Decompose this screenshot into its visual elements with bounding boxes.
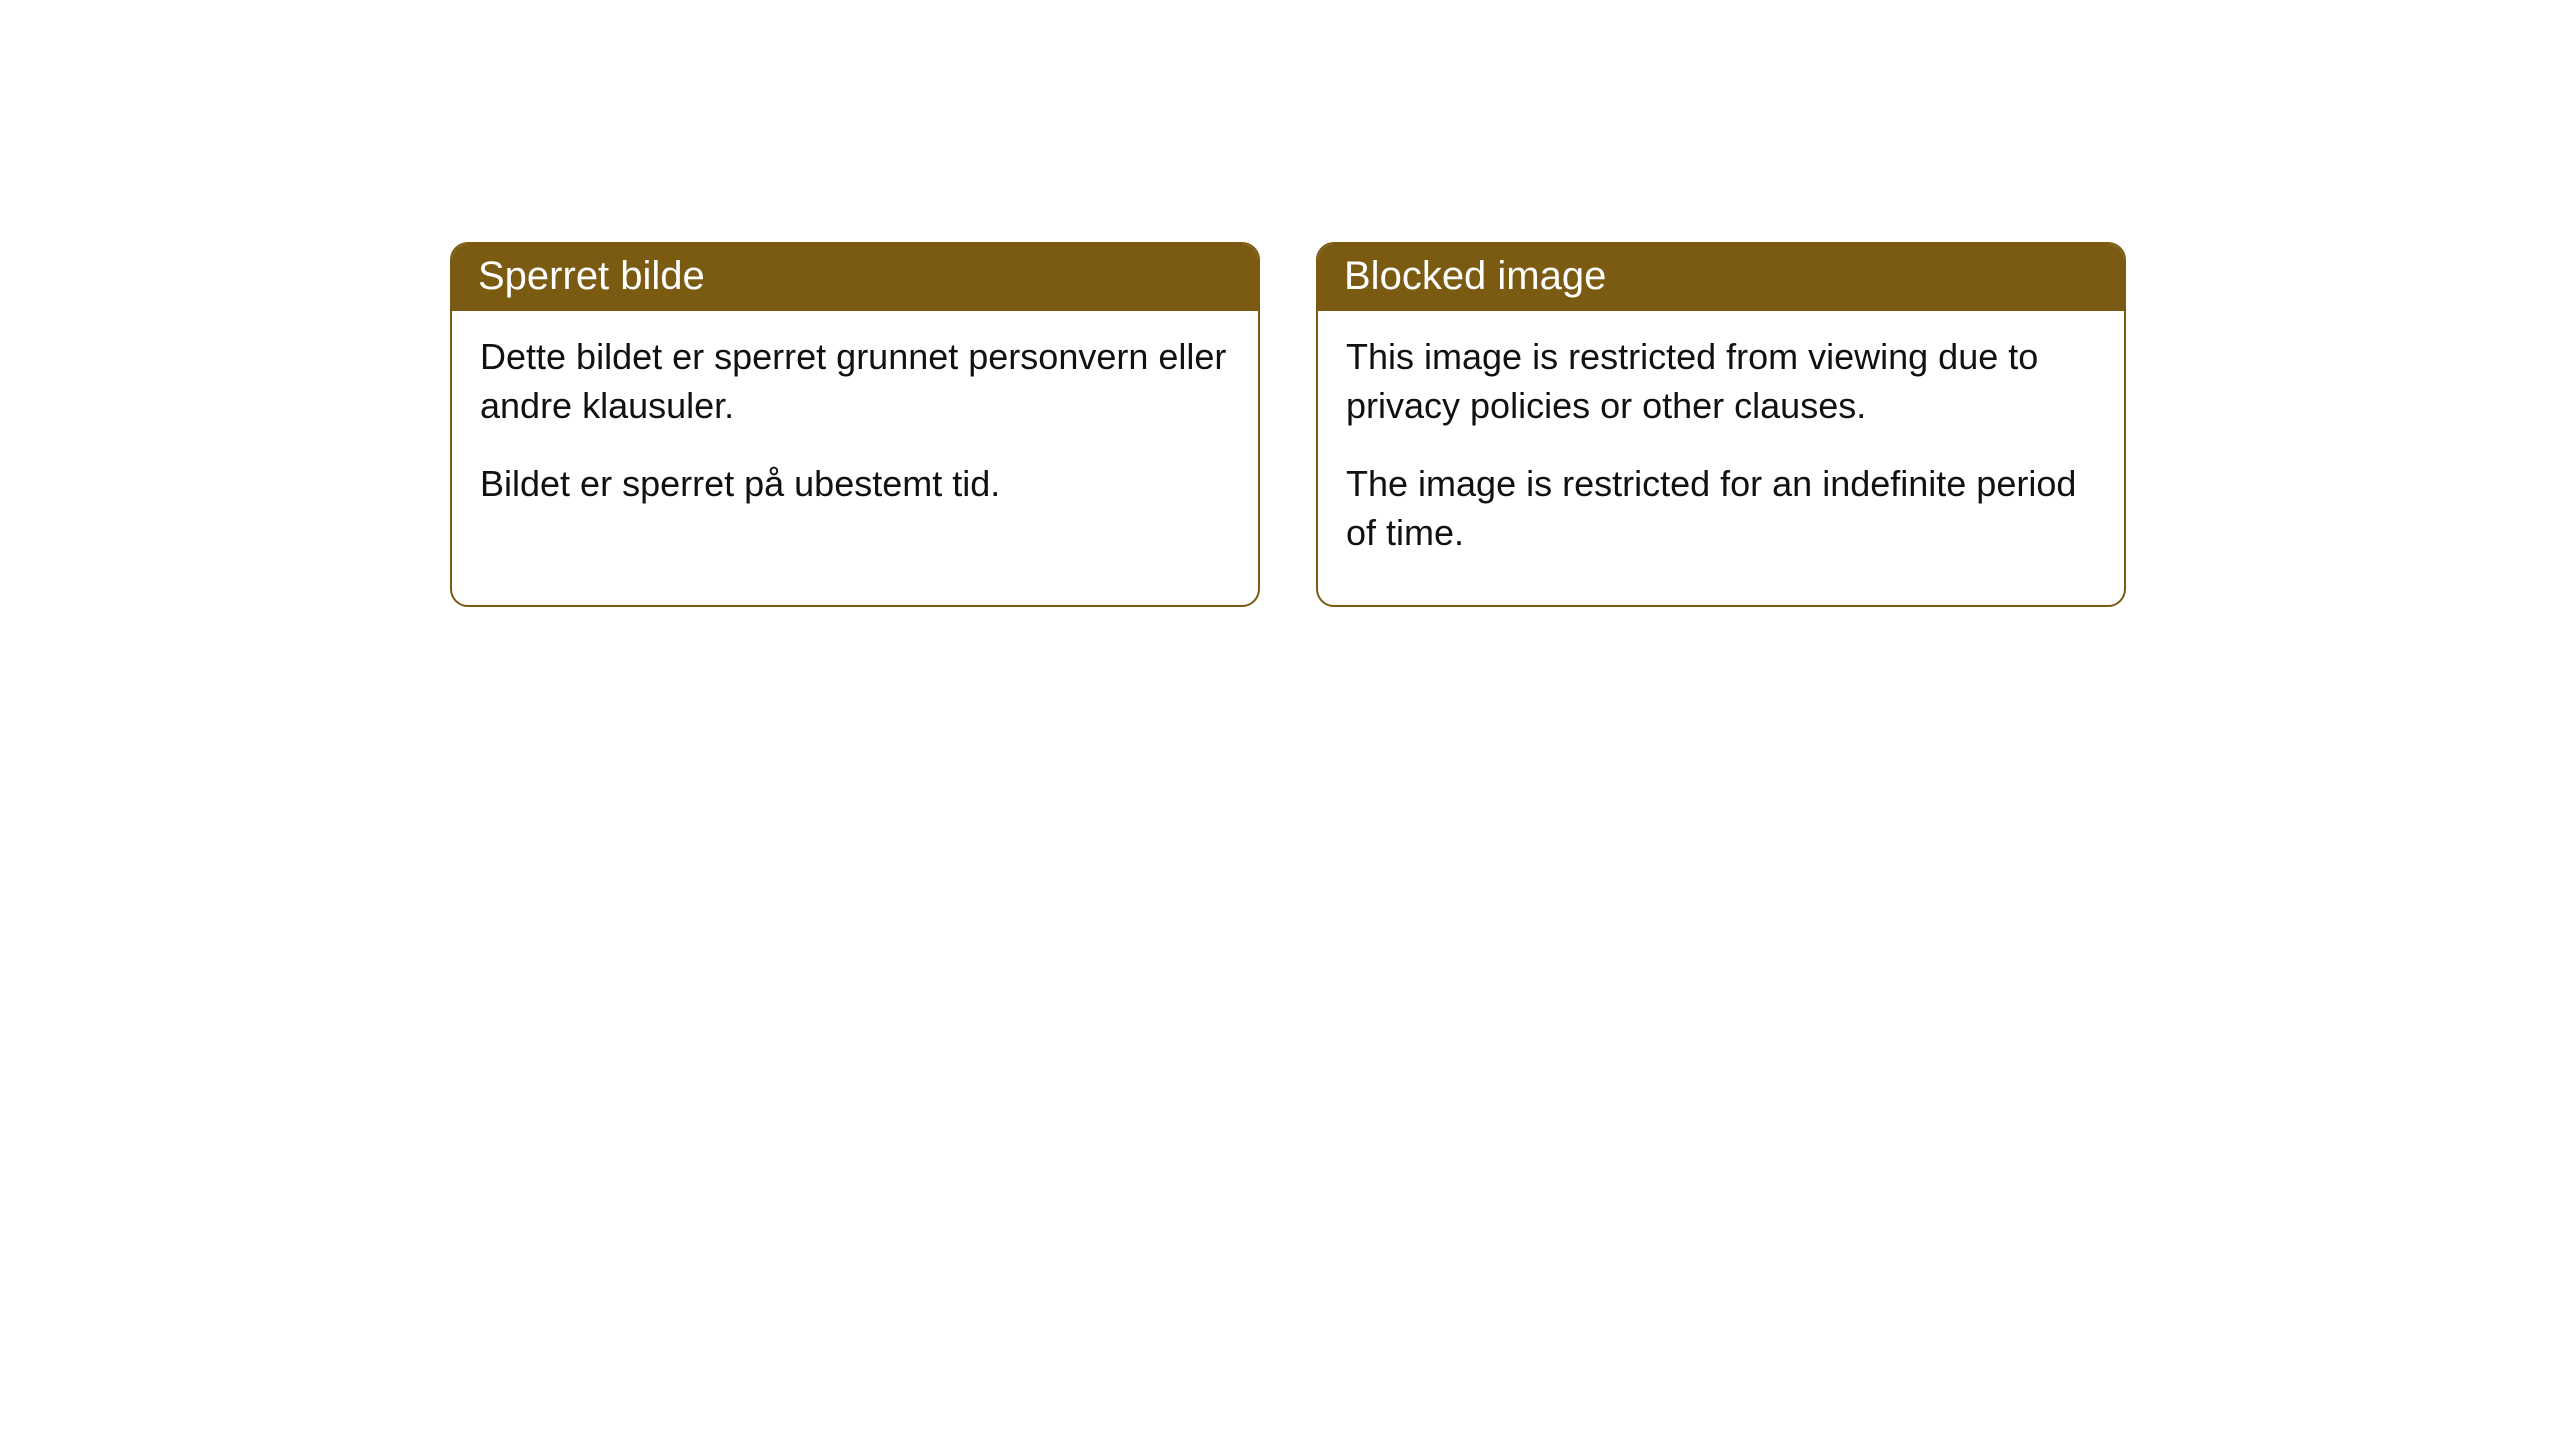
card-paragraph: This image is restricted from viewing du…	[1346, 333, 2096, 430]
card-paragraph: Dette bildet er sperret grunnet personve…	[480, 333, 1230, 430]
notice-card-english: Blocked image This image is restricted f…	[1316, 242, 2126, 607]
card-paragraph: Bildet er sperret på ubestemt tid.	[480, 460, 1230, 509]
card-header: Blocked image	[1318, 244, 2124, 311]
card-body: Dette bildet er sperret grunnet personve…	[452, 311, 1258, 557]
card-paragraph: The image is restricted for an indefinit…	[1346, 460, 2096, 557]
notice-cards-container: Sperret bilde Dette bildet er sperret gr…	[450, 242, 2560, 607]
card-body: This image is restricted from viewing du…	[1318, 311, 2124, 605]
notice-card-norwegian: Sperret bilde Dette bildet er sperret gr…	[450, 242, 1260, 607]
card-header: Sperret bilde	[452, 244, 1258, 311]
